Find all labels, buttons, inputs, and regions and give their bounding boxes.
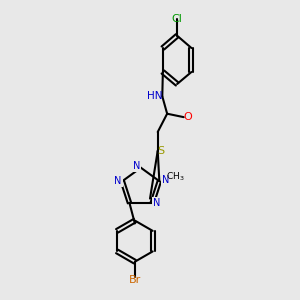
Text: HN: HN xyxy=(147,91,162,101)
Text: N: N xyxy=(162,175,169,185)
Text: CH$_3$: CH$_3$ xyxy=(166,171,184,183)
Text: N: N xyxy=(133,161,140,171)
Text: S: S xyxy=(158,146,165,156)
Text: Cl: Cl xyxy=(172,14,183,24)
Text: Br: Br xyxy=(129,275,141,285)
Text: O: O xyxy=(184,112,193,122)
Text: N: N xyxy=(153,198,160,208)
Text: N: N xyxy=(114,176,122,186)
